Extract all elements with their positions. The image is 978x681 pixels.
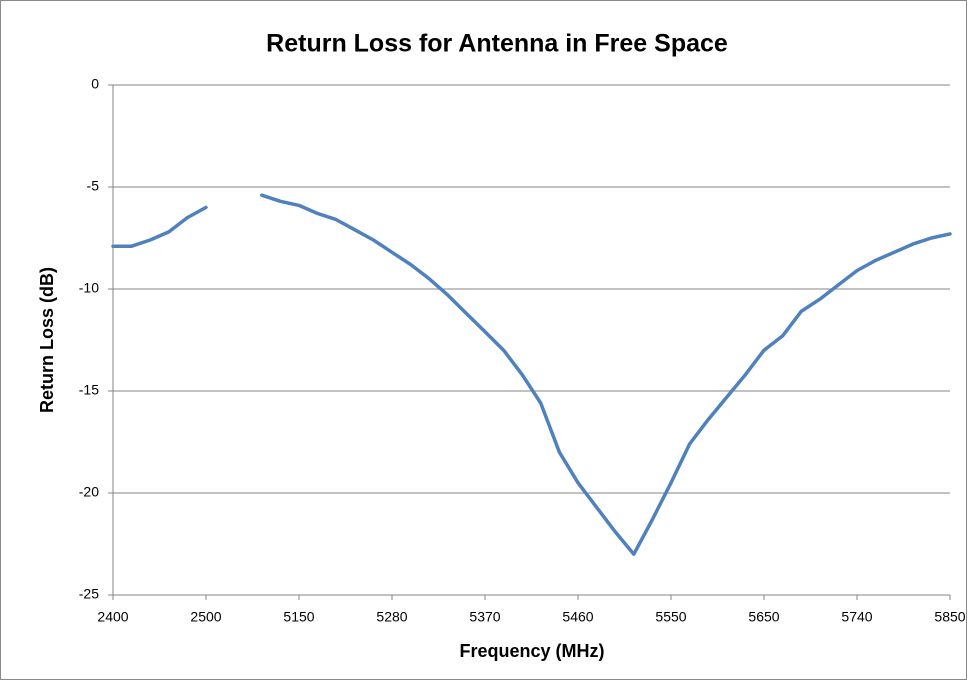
x-tick-label: 5150 <box>283 609 314 625</box>
y-tick-label: -5 <box>87 178 100 194</box>
x-tick-label: 5740 <box>841 609 872 625</box>
x-tick-label: 5460 <box>562 609 593 625</box>
x-tick-label: 5370 <box>469 609 500 625</box>
y-tick-label: 0 <box>91 76 99 92</box>
x-axis-title: Frequency (MHz) <box>459 641 604 661</box>
x-tick-label: 2400 <box>97 609 128 625</box>
x-tick-label: 5850 <box>934 609 965 625</box>
x-tick-label: 5650 <box>748 609 779 625</box>
y-tick-label: -20 <box>79 484 99 500</box>
y-tick-label: -10 <box>79 280 99 296</box>
y-tick-label: -25 <box>79 586 99 602</box>
chart-title: Return Loss for Antenna in Free Space <box>266 30 728 58</box>
x-tick-label: 5280 <box>376 609 407 625</box>
x-tick-label: 2500 <box>190 609 221 625</box>
x-tick-label: 5550 <box>655 609 686 625</box>
data-line <box>111 193 952 556</box>
y-axis-title: Return Loss (dB) <box>37 267 57 413</box>
y-tick-label: -15 <box>79 382 99 398</box>
